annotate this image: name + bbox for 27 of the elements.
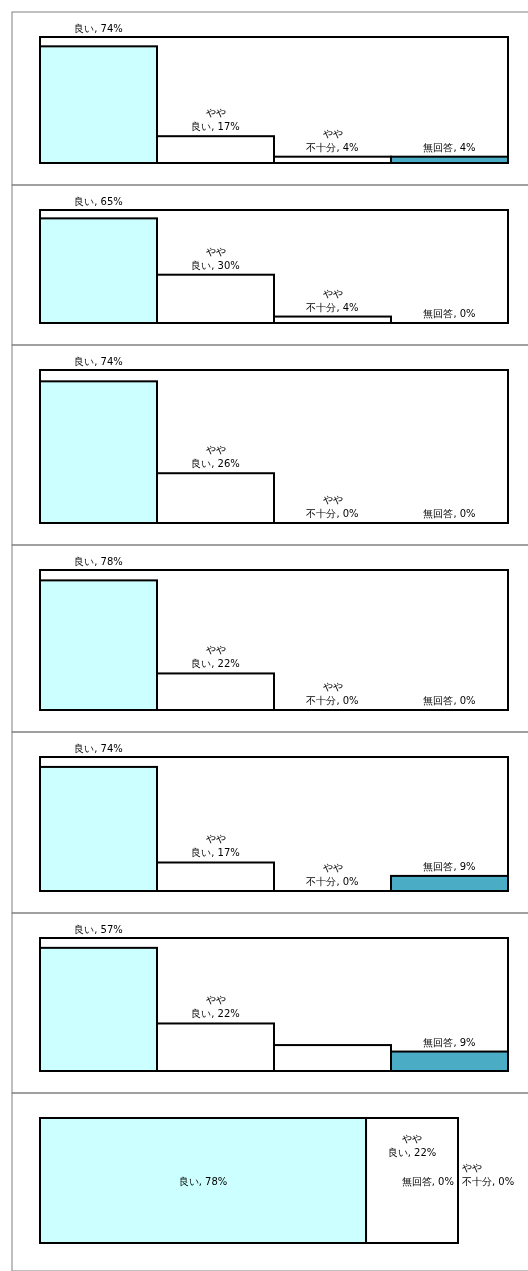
data-label: 良い, 57% xyxy=(74,924,123,935)
data-label: やや不十分, 0% xyxy=(306,681,359,706)
data-label: やや不十分, 4% xyxy=(306,287,359,313)
data-label: 無回答, 9% xyxy=(423,1036,476,1048)
data-label: 良い, 74% xyxy=(74,743,123,754)
data-label: やや不十分, 0% xyxy=(306,862,359,887)
data-label: 良い, 65% xyxy=(74,196,123,207)
data-label: やや良い, 22% xyxy=(191,644,240,670)
data-label: 良い, 74% xyxy=(74,23,123,34)
data-label: やや良い, 26% xyxy=(191,444,240,470)
data-label: 無回答, 4% xyxy=(423,141,476,153)
data-label: 無回答, 0% xyxy=(423,308,476,319)
data-label: やや良い, 17% xyxy=(191,833,240,859)
data-label: 良い, 74% xyxy=(74,356,123,367)
data-label: やや不十分, 0% xyxy=(306,494,359,519)
data-label: やや良い, 22% xyxy=(387,1132,437,1158)
data-label: 良い, 78% xyxy=(74,556,123,567)
data-label: 無回答, 0% xyxy=(423,695,476,706)
data-label: やや良い, 22% xyxy=(191,994,240,1020)
data-label: やや良い, 30% xyxy=(191,245,240,271)
data-label: やや不十分, 4% xyxy=(306,127,359,153)
data-label: 無回答, 0% xyxy=(401,1175,454,1187)
data-label: 良い, 78% xyxy=(178,1175,228,1187)
data-label: やや良い, 17% xyxy=(191,107,240,133)
data-label: 無回答, 9% xyxy=(423,860,476,872)
data-label: 無回答, 0% xyxy=(423,508,476,519)
data-label: やや不十分, 0% xyxy=(462,1161,515,1187)
